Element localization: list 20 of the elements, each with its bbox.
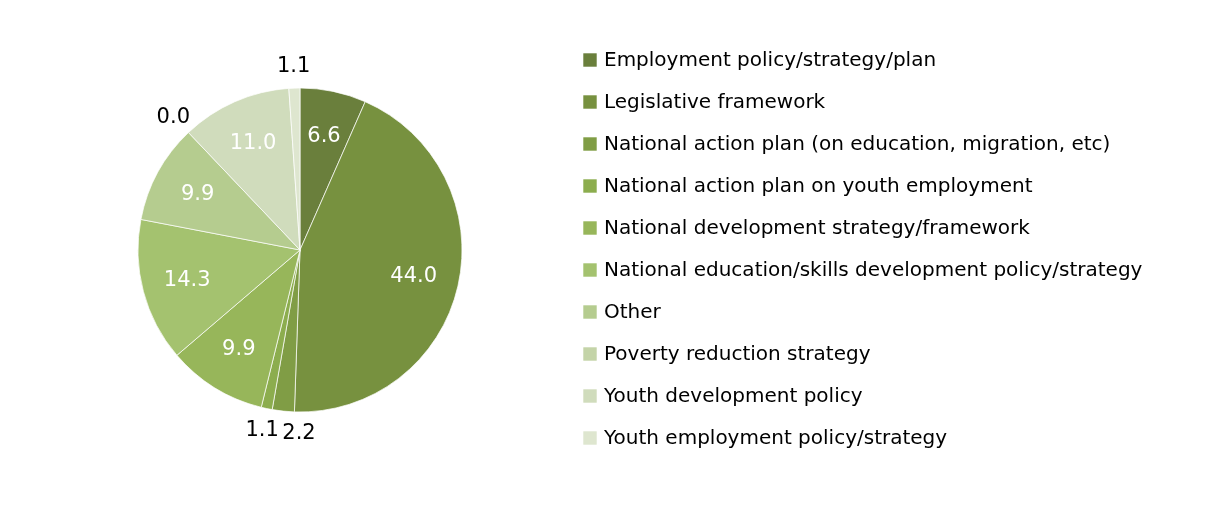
legend-label: Youth employment policy/strategy [603,425,948,449]
legend-label: Other [604,299,662,323]
legend-label: Employment policy/strategy/plan [604,47,937,71]
legend-label: Youth development policy [603,383,863,407]
legend-label: Poverty reduction strategy [604,341,871,365]
legend-label: National education/skills development policy/strategy [604,257,1143,281]
legend-label: National development strategy/framework [604,215,1031,239]
data-label: 1.1 [276,53,311,78]
data-label: 1.1 [245,417,279,442]
data-label: 2.2 [282,420,316,445]
data-label: 44.0 [390,262,438,287]
data-label: 6.6 [307,122,341,147]
data-label: 14.3 [163,266,211,291]
legend-label: Legislative framework [604,89,826,113]
data-label: 9.9 [222,336,256,361]
data-label: 11.0 [229,130,277,155]
legend-label: National action plan (on education, migration, etc) [604,131,1111,155]
legend-label: National action plan on youth employment [604,173,1033,197]
text: 0.0 [156,103,191,128]
data-label: 9.9 [180,181,215,206]
